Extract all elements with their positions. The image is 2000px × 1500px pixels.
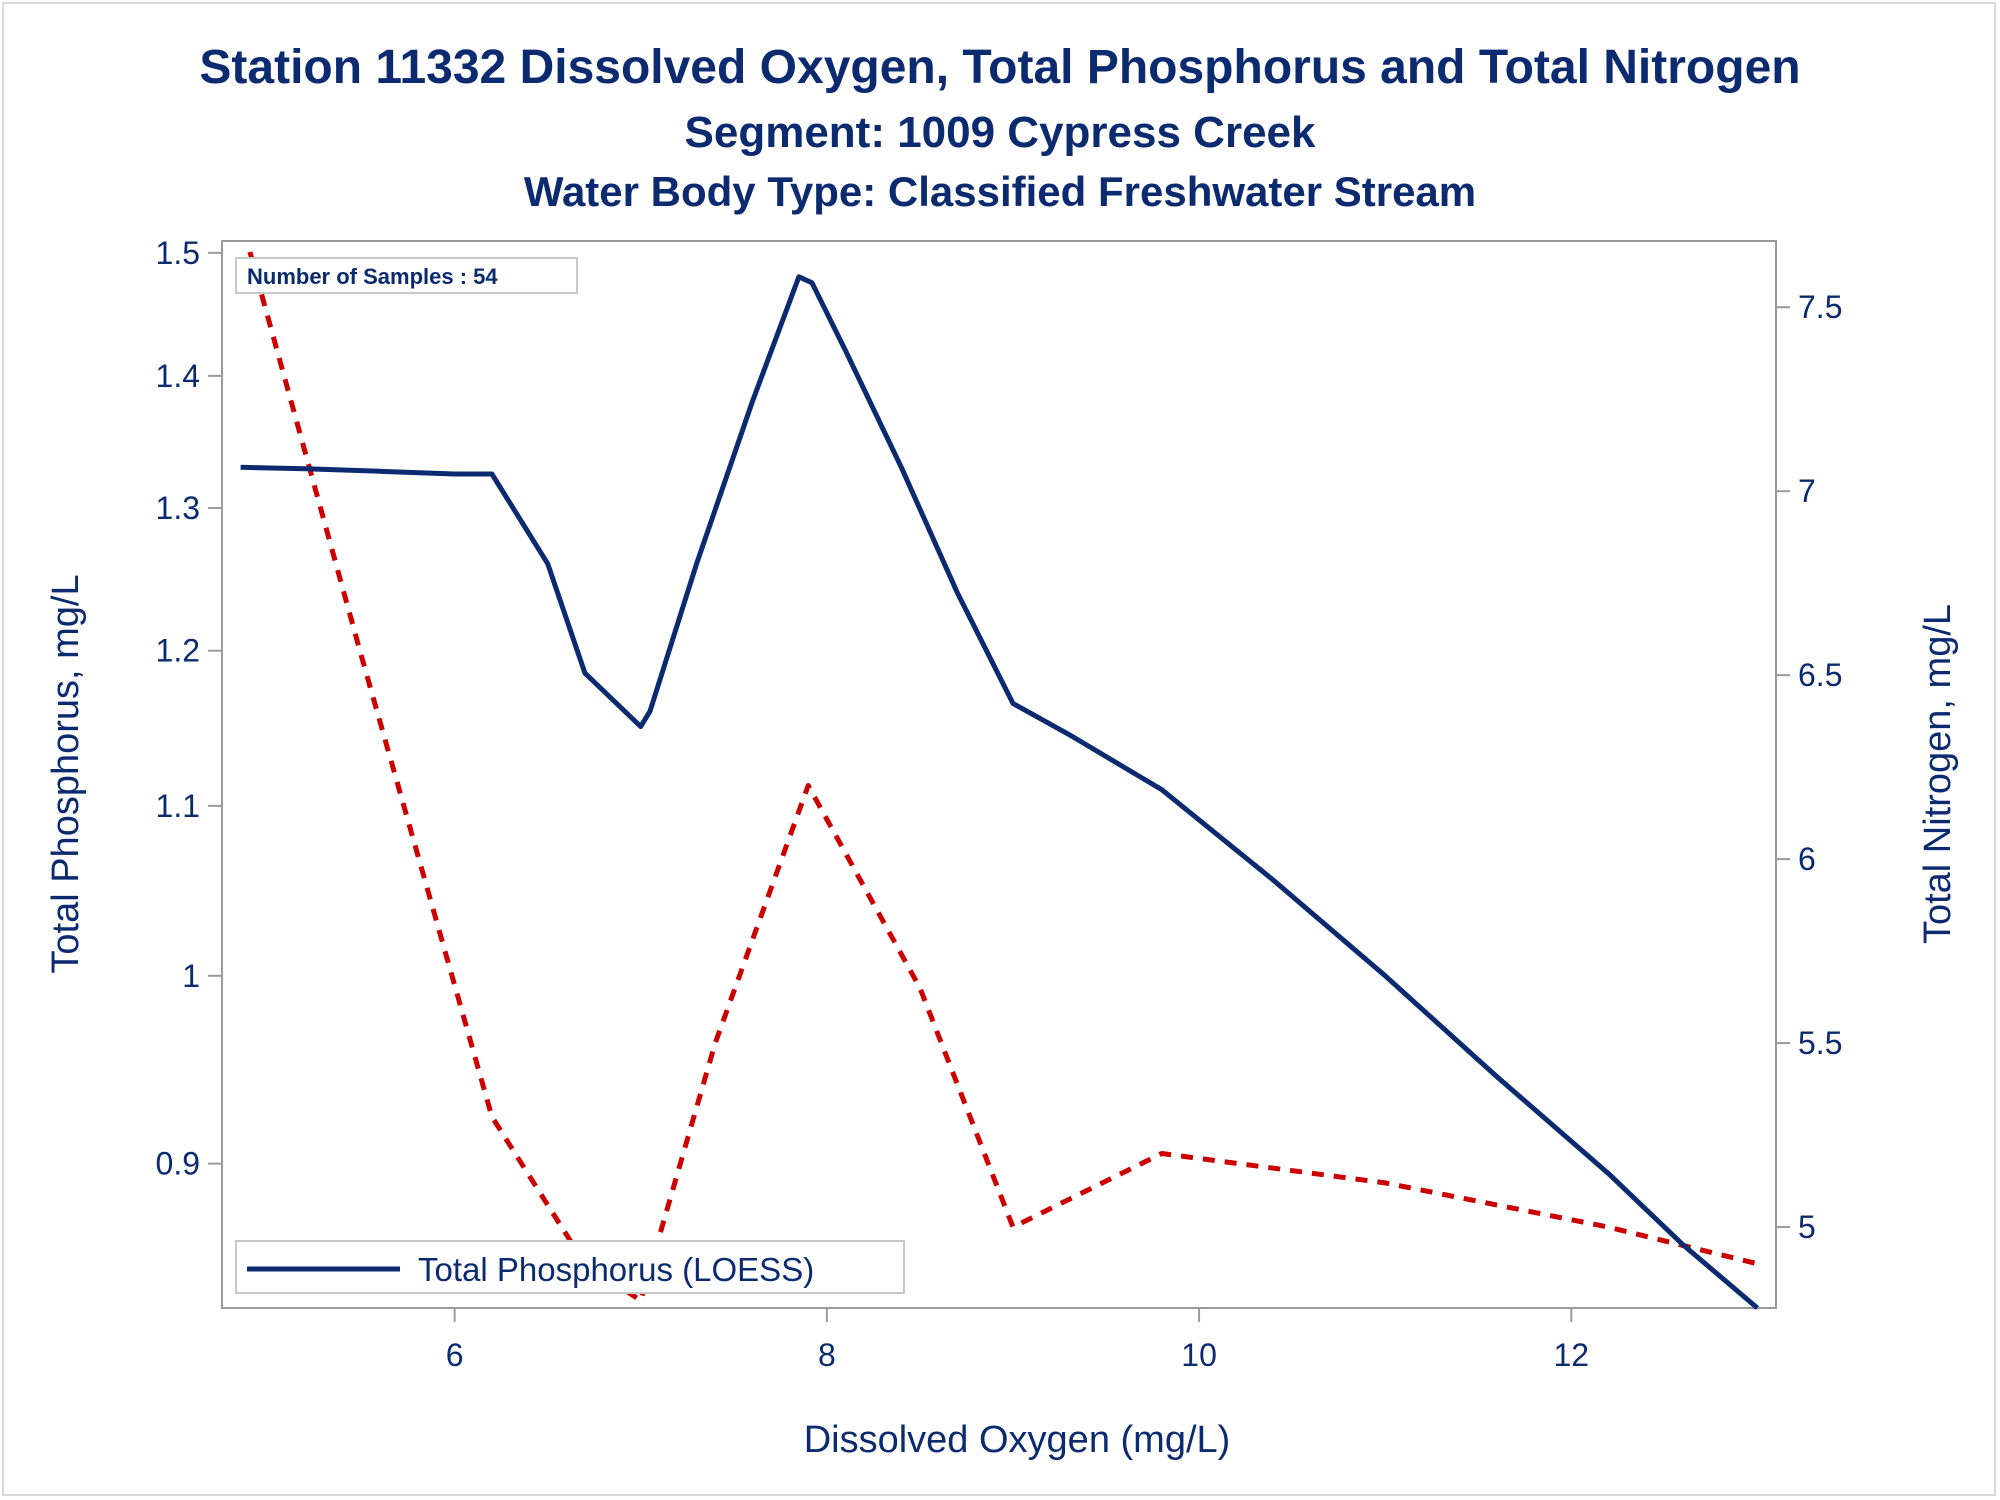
y-right-tick-label: 7: [1798, 473, 1816, 509]
x-axis: 6 8 10 12: [446, 1308, 1589, 1373]
y-axis-right-title: Total Nitrogen, mg/L: [1917, 604, 1959, 944]
y-right-tick-label: 6.5: [1798, 657, 1842, 693]
legend-label-phosphorus: Total Phosphorus (LOESS): [418, 1251, 814, 1288]
legend-box: [235, 1240, 905, 1294]
plot-area: [221, 240, 1777, 1309]
x-tick-label: 8: [818, 1337, 836, 1373]
x-tick-label: 12: [1553, 1337, 1589, 1373]
series-line-nitrogen: [247, 251, 1758, 1304]
x-tick-label: 10: [1181, 1337, 1217, 1373]
y-left-tick-label: 1.2: [156, 633, 200, 669]
y-left-tick-label: 1.5: [156, 235, 200, 271]
legend: Total Phosphorus (LOESS): [235, 1240, 905, 1294]
y-right-tick-label: 6: [1798, 841, 1816, 877]
y-axis-left-title: Total Phosphorus, mg/L: [45, 574, 87, 973]
sample-count-inset: Number of Samples : 54: [235, 257, 578, 294]
left-axis: 0.9 1 1.1 1.2 1.3 1.4 1.5: [156, 235, 222, 1182]
y-right-tick-label: 5: [1798, 1209, 1816, 1245]
y-left-tick-label: 1.3: [156, 490, 200, 526]
y-left-tick-label: 1.4: [156, 358, 200, 394]
y-left-tick-label: 1: [182, 958, 200, 994]
y-left-tick-label: 1.1: [156, 788, 200, 824]
chart-subtitle: Segment: 1009 Cypress Creek: [684, 108, 1316, 157]
chart-title: Station 11332 Dissolved Oxygen, Total Ph…: [199, 41, 1801, 94]
x-axis-title: Dissolved Oxygen (mg/L): [804, 1419, 1231, 1461]
y-left-tick-label: 0.9: [156, 1146, 200, 1182]
chart-subtitle-2: Water Body Type: Classified Freshwater S…: [523, 168, 1477, 215]
sample-count-box: [235, 257, 578, 294]
right-axis: 5 5.5 6 6.5 7 7.5: [1776, 289, 1842, 1245]
x-tick-label: 6: [446, 1337, 464, 1373]
series-line-phosphorus: [240, 274, 1760, 1310]
y-right-tick-label: 7.5: [1798, 289, 1842, 325]
series-layer: [240, 251, 1760, 1310]
y-right-tick-label: 5.5: [1798, 1025, 1842, 1061]
sample-count-label: Number of Samples : 54: [247, 264, 498, 289]
